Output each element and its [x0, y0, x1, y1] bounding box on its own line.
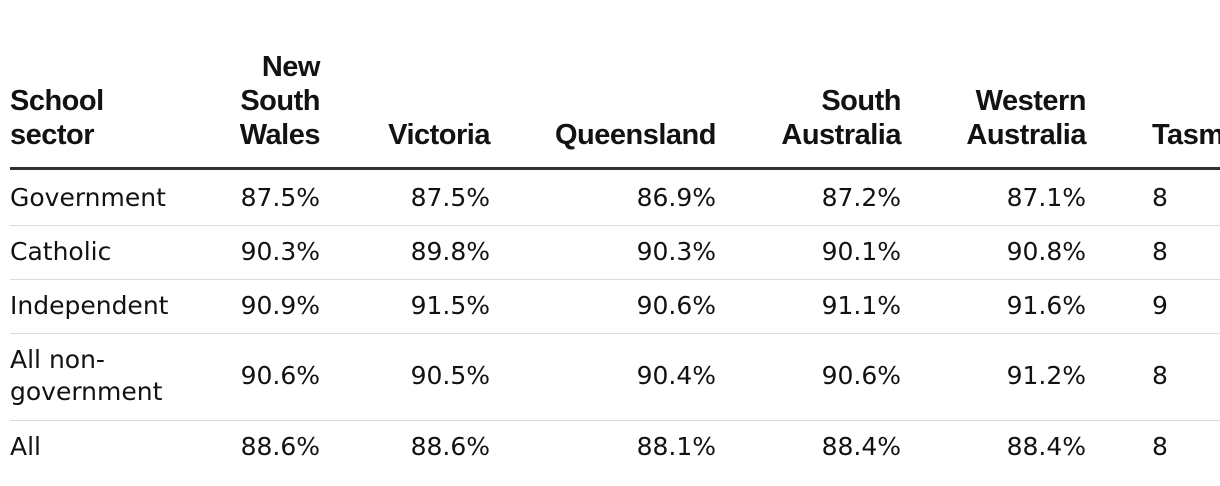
table-cell: 88.6% [240, 432, 320, 461]
table-cell: 91.1% [821, 291, 901, 320]
table-cell: 90.8% [1006, 237, 1086, 266]
table-cell: 91.2% [1006, 361, 1086, 390]
column-header: New South Wales [239, 51, 321, 151]
table-cell: 88.6% [410, 432, 490, 461]
row-separator [10, 420, 1220, 421]
table-cell: 87.5% [240, 183, 320, 212]
header-rule [10, 167, 1220, 170]
table-cell: 8 [1152, 237, 1168, 266]
column-header: School sector [10, 85, 104, 151]
table-cell: 86.9% [636, 183, 716, 212]
table-cell: All non-government [10, 345, 163, 406]
column-header: South Australia [781, 85, 901, 151]
table-cell: 91.6% [1006, 291, 1086, 320]
table-cell: 88.4% [821, 432, 901, 461]
table-cell: 9 [1152, 291, 1168, 320]
table-cell: 8 [1152, 432, 1168, 461]
column-header: Victoria [388, 119, 490, 151]
table-cell: 87.1% [1006, 183, 1086, 212]
table-cell: 90.3% [240, 237, 320, 266]
table-cell: 90.6% [240, 361, 320, 390]
column-header: Queensland [555, 119, 717, 151]
table-cell: Government [10, 183, 166, 212]
table-cell: 91.5% [410, 291, 490, 320]
table-cell: 88.4% [1006, 432, 1086, 461]
table-cell: 87.5% [410, 183, 490, 212]
table-cell: 90.6% [636, 291, 716, 320]
row-separator [10, 333, 1220, 334]
table-cell: 90.4% [636, 361, 716, 390]
row-separator [10, 225, 1220, 226]
table-cell: Catholic [10, 237, 112, 266]
table-cell: 87.2% [821, 183, 901, 212]
table-cell: 90.1% [821, 237, 901, 266]
table-cell: Independent [10, 291, 169, 320]
table-cell: 90.9% [240, 291, 320, 320]
column-header: Tasm [1152, 119, 1220, 151]
table-cell: 90.5% [410, 361, 490, 390]
table-cell: 90.3% [636, 237, 716, 266]
table-cell: 90.6% [821, 361, 901, 390]
table-cell: 8 [1152, 183, 1168, 212]
table-cell: 88.1% [636, 432, 716, 461]
table-cell: 89.8% [410, 237, 490, 266]
table-cell: 8 [1152, 361, 1168, 390]
row-separator [10, 279, 1220, 280]
column-header: Western Australia [966, 85, 1086, 151]
table-cell: All [10, 432, 41, 461]
